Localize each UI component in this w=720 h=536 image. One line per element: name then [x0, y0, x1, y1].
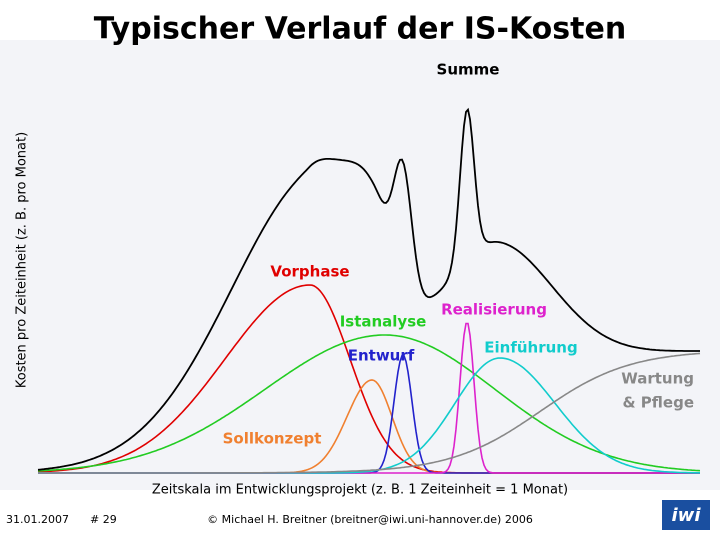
curve — [37, 107, 700, 471]
curve-label: Sollkonzept — [223, 430, 322, 448]
plot-background — [0, 40, 720, 490]
curve-label: Summe — [437, 61, 500, 79]
y-axis-label: Kosten pro Zeiteinheit (z. B. pro Monat) — [15, 132, 30, 388]
curve-label: Istanalyse — [340, 313, 427, 331]
curve-label: Entwurf — [348, 347, 415, 365]
title: Typischer Verlauf der IS-Kosten — [94, 12, 626, 47]
curve — [37, 334, 701, 472]
curve — [38, 352, 701, 474]
curve-label: Einführung — [484, 339, 577, 357]
footer-slide: # 29 — [90, 513, 117, 526]
curve-label: & Pflege — [623, 394, 695, 412]
logo-box — [662, 500, 710, 530]
footer-copyright: © Michael H. Breitner (breitner@iwi.uni-… — [207, 513, 533, 526]
curve-label: Vorphase — [270, 263, 349, 281]
curves — [37, 107, 701, 474]
curve-label: Realisierung — [441, 301, 547, 319]
footer-date: 31.01.2007 — [6, 513, 69, 526]
curve-label: Wartung — [621, 370, 694, 388]
logo: iwi — [672, 505, 702, 526]
x-axis-label: Zeitskala im Entwicklungsprojekt (z. B. … — [152, 483, 568, 498]
